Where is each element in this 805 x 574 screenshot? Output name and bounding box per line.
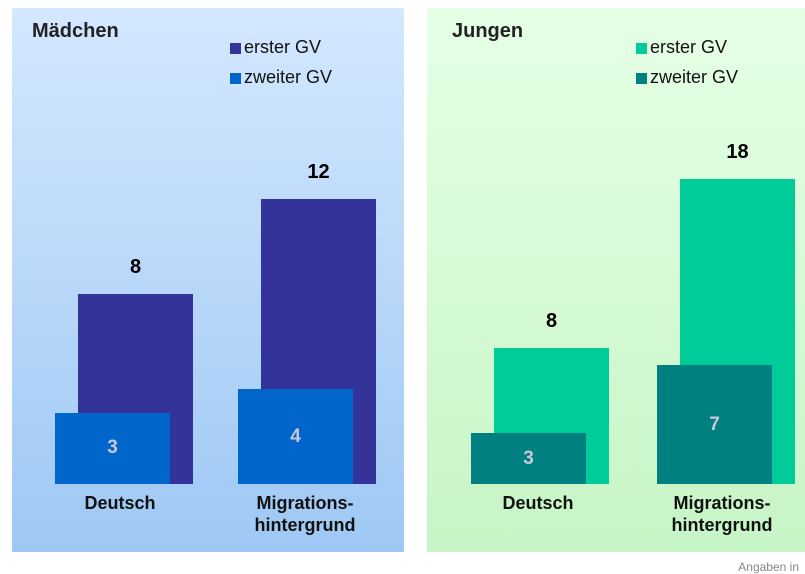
x-tick-label: Deutsch bbox=[84, 493, 156, 513]
value-label: 8 bbox=[129, 256, 142, 278]
value-label: 3 bbox=[523, 447, 534, 469]
legend-label: erster GV bbox=[244, 37, 322, 57]
chart-title: Mädchen bbox=[32, 20, 119, 42]
legend-swatch bbox=[636, 73, 647, 84]
bar bbox=[238, 389, 353, 484]
legend-label: erster GV bbox=[650, 37, 728, 57]
value-label: 18 bbox=[726, 140, 749, 163]
value-label: 8 bbox=[545, 310, 558, 333]
x-tick-label: Migrations- hintergrund bbox=[671, 493, 773, 535]
bar bbox=[657, 365, 772, 484]
value-label: 12 bbox=[307, 161, 330, 183]
legend-swatch bbox=[230, 73, 241, 84]
legend-swatch bbox=[230, 43, 241, 54]
legend-swatch bbox=[636, 43, 647, 54]
x-tick-label: Deutsch bbox=[502, 493, 574, 513]
value-label: 7 bbox=[709, 413, 720, 435]
x-tick-label: Migrations- hintergrund bbox=[254, 493, 356, 535]
value-label: 3 bbox=[107, 437, 118, 459]
bar bbox=[55, 412, 170, 484]
chart-title: Jungen bbox=[452, 20, 524, 42]
legend-label: zweiter GV bbox=[650, 67, 739, 87]
footnote: Angaben in bbox=[738, 560, 799, 574]
bar bbox=[471, 433, 586, 484]
value-label: 4 bbox=[290, 425, 301, 447]
legend-label: zweiter GV bbox=[244, 67, 333, 87]
